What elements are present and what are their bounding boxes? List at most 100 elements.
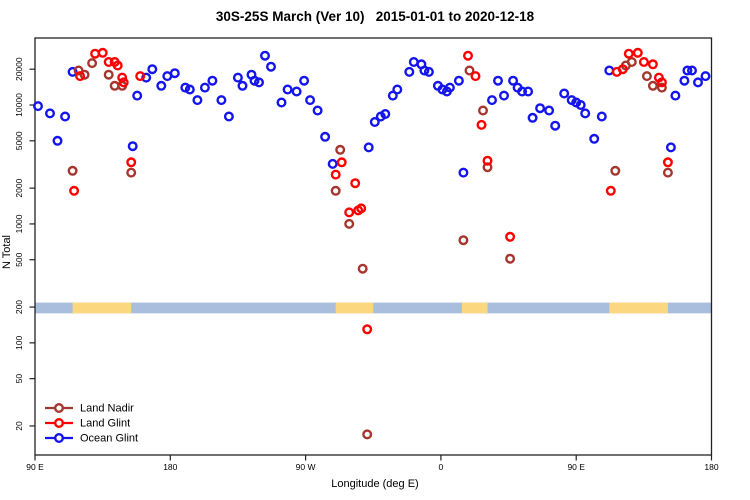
y-tick-label: 1000 [14,214,24,233]
x-tick-label: 90 E [26,462,44,472]
data-point [610,165,621,176]
y-tick-label: 10000 [14,93,24,117]
data-point [184,84,195,95]
data-point [90,48,101,59]
data-point [380,108,391,119]
data-point [33,101,44,112]
data-point [276,97,287,108]
data-point [52,135,63,146]
data-point [356,203,367,214]
data-point [69,185,80,196]
data-point [505,253,516,264]
chart-title: 30S-25S March (Ver 10) 2015-01-01 to 202… [215,9,535,24]
data-point [260,50,271,61]
data-point [60,111,71,122]
data-point [67,165,78,176]
data-point [523,86,534,97]
data-point [679,75,690,86]
data-point [369,116,380,127]
data-point [632,47,643,58]
data-point [127,141,138,152]
data-point [493,75,504,86]
data-point [662,167,673,178]
data-point [458,235,469,246]
data-point [207,75,218,86]
legend-marker [54,418,65,429]
series-ocean-glint [33,50,711,178]
data-point [478,105,489,116]
data-point [320,131,331,142]
data-point [527,112,538,123]
data-point [291,86,302,97]
data-point [647,59,658,70]
x-tick-label: 180 [704,462,718,472]
data-point [464,65,475,76]
data-point [357,263,368,274]
data-point [135,71,146,82]
legend-marker [54,433,65,444]
y-tick-label: 20 [14,421,24,431]
surface-band-land [72,302,132,314]
data-point [463,50,474,61]
data-point [103,57,114,68]
data-point [237,80,248,91]
y-tick-label: 2000 [14,178,24,197]
data-point [299,75,310,86]
y-tick-label: 200 [14,300,24,314]
data-point [458,167,469,178]
x-tick-label: 180 [163,462,177,472]
data-point [508,75,519,86]
data-point [605,185,616,196]
data-point [453,75,464,86]
legend: Land Nadir Land Glint Ocean Glint [45,403,138,445]
data-point [662,157,673,168]
legend-label: Land Glint [80,418,130,430]
y-tick-label: 50 [14,374,24,384]
plot-box [34,37,713,456]
data-point [517,86,528,97]
data-point [589,133,600,144]
data-point [687,65,698,76]
data-point [79,69,90,80]
data-point [117,72,128,83]
data-point [67,66,78,77]
data-point [232,72,243,83]
data-point [470,71,481,82]
data-point [330,169,341,180]
surface-band-land [609,302,668,314]
data-point [126,157,137,168]
data-point [476,119,487,130]
data-point [156,80,167,91]
data-point [575,99,586,110]
data-point [626,57,637,68]
data-point [423,66,434,77]
data-point [344,218,355,229]
data-point [141,72,152,83]
y-axis-label: N Total [1,234,13,270]
data-point [482,155,493,166]
data-point [132,90,143,101]
data-point [559,88,570,99]
data-point [87,58,98,69]
data-point [335,144,346,155]
data-point [169,68,180,79]
data-point [641,71,652,82]
y-tick-label: 5000 [14,131,24,150]
data-point [623,48,634,59]
data-point [392,84,403,95]
data-point [404,66,415,77]
x-tick-label: 0 [439,462,444,472]
data-point [118,77,129,88]
x-axis-label: Longitude (deg E) [331,478,419,490]
y-tick-label: 100 [14,335,24,349]
data-point [682,65,693,76]
data-point [312,105,323,116]
data-point [362,429,373,440]
data-point [363,142,374,153]
data-point [535,103,546,114]
data-point [75,71,86,82]
y-tick-label: 500 [14,252,24,266]
data-point [192,95,203,106]
